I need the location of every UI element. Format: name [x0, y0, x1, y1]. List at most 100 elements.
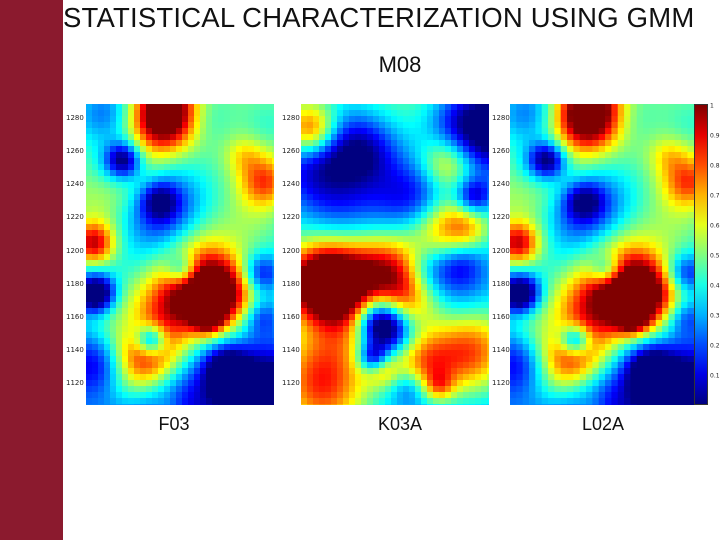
heatmap-cell [86, 218, 93, 225]
heatmap-cell [188, 332, 195, 339]
heatmap-cell [630, 206, 638, 213]
heatmap-cell [260, 212, 267, 219]
heatmap-cell [373, 356, 380, 363]
heatmap-cell [560, 320, 568, 327]
heatmap-cell [98, 272, 105, 279]
heatmap-cell [409, 392, 416, 399]
heatmap-cell [415, 314, 422, 321]
heatmap-cell [194, 248, 201, 255]
heatmap-cell [649, 380, 657, 387]
heatmap-cell [674, 260, 682, 267]
heatmap-cell [409, 272, 416, 279]
heatmap-cell [218, 110, 225, 117]
heatmap-cell [439, 254, 446, 261]
heatmap-cell [200, 158, 207, 165]
heatmap-cell [463, 128, 470, 135]
heatmap-cell [579, 230, 587, 237]
colorbar-tick-label: 0.8 [710, 162, 720, 170]
heatmap-cell [122, 176, 129, 183]
heatmap-cell [409, 266, 416, 273]
heatmap-cell [668, 134, 676, 141]
heatmap-cell [433, 152, 440, 159]
heatmap-cell [230, 134, 237, 141]
colorbar-tick-label: 0.2 [710, 342, 720, 350]
heatmap-cell [548, 146, 555, 153]
heatmap-cell [254, 380, 261, 387]
heatmap-cell [643, 380, 650, 387]
heatmap-cell [463, 350, 470, 357]
heatmap-cell [158, 176, 165, 183]
heatmap-cell [86, 164, 93, 171]
heatmap-cell [248, 278, 255, 285]
heatmap-cell [573, 206, 581, 213]
heatmap-cell [158, 362, 165, 369]
heatmap-cell [385, 350, 392, 357]
heatmap-cell [242, 110, 249, 117]
colorbar-tick-label: 0.7 [710, 192, 720, 200]
heatmap-cell [331, 248, 338, 255]
heatmap-cell [445, 218, 452, 225]
heatmap-cell [122, 320, 129, 327]
heatmap-cell [260, 332, 267, 339]
heatmap-cell [586, 314, 593, 321]
heatmap-cell [649, 122, 657, 129]
heatmap-cell [636, 356, 644, 363]
heatmap-cell [535, 224, 543, 231]
heatmap-cell [373, 158, 380, 165]
heatmap-cell [681, 104, 688, 111]
heatmap-cell [385, 140, 392, 147]
heatmap-cell [475, 362, 482, 369]
heatmap-cell [242, 128, 249, 135]
heatmap-cell [592, 200, 600, 207]
heatmap-cell [158, 116, 165, 123]
heatmap-cell [355, 332, 362, 339]
heatmap-cell [510, 110, 517, 117]
heatmap-cell [307, 308, 314, 315]
heatmap-cell [469, 392, 476, 399]
heatmap-cell [170, 314, 177, 321]
heatmap-cell [248, 152, 255, 159]
heatmap-cell [522, 398, 530, 405]
heatmap-cell [529, 170, 536, 177]
heatmap-cell [510, 284, 517, 291]
heatmap-cell [307, 188, 314, 195]
heatmap-cell [475, 302, 482, 309]
heatmap-cell [649, 146, 657, 153]
heatmap-cell [516, 362, 524, 369]
heatmap-cell [367, 368, 374, 375]
heatmap-cell [529, 326, 536, 333]
heatmap-cell [254, 290, 261, 297]
heatmap-cell [469, 122, 476, 129]
heatmap-cell [415, 404, 422, 405]
heatmap-cell [164, 392, 171, 399]
heatmap-cell [611, 164, 619, 171]
heatmap-cell [403, 344, 410, 351]
heatmap-cell [194, 104, 201, 111]
heatmap-cell [110, 134, 117, 141]
heatmap-cell [475, 254, 482, 261]
heatmap-cell [567, 302, 574, 309]
heatmap-cell [367, 182, 374, 189]
heatmap-cell [605, 398, 612, 405]
heatmap-cell [560, 290, 568, 297]
heatmap-cell [573, 368, 581, 375]
heatmap-f03-canvas [86, 104, 274, 405]
heatmap-cell [170, 182, 177, 189]
heatmap-cell [469, 206, 476, 213]
heatmap-cell [579, 110, 587, 117]
heatmap-cell [445, 206, 452, 213]
heatmap-cell [206, 332, 213, 339]
heatmap-cell [272, 380, 274, 387]
heatmap-cell [230, 272, 237, 279]
heatmap-cell [122, 260, 129, 267]
heatmap-cell [373, 188, 380, 195]
heatmap-cell [445, 140, 452, 147]
heatmap-cell [379, 116, 386, 123]
heatmap-cell [605, 128, 612, 135]
heatmap-cell [451, 308, 458, 315]
heatmap-cell [560, 248, 568, 255]
heatmap-cell [617, 260, 625, 267]
heatmap-cell [98, 188, 105, 195]
heatmap-cell [516, 122, 524, 129]
heatmap-cell [617, 248, 625, 255]
